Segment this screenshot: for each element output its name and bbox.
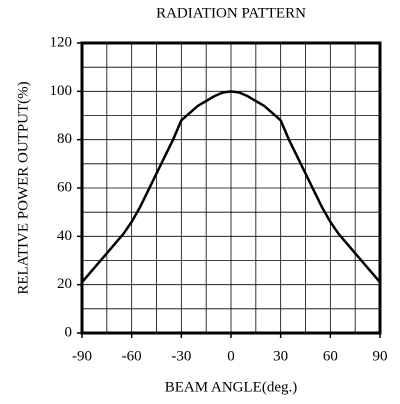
x-tick-label: 90 — [373, 348, 388, 364]
y-tick-label: 0 — [65, 324, 73, 340]
y-tick-label: 60 — [57, 179, 72, 195]
plot-frame — [80, 41, 382, 335]
y-axis-label: RELATIVE POWER OUTPUT(%) — [15, 81, 31, 294]
x-tick-label: 30 — [273, 348, 288, 364]
x-axis-label: BEAM ANGLE(deg.) — [165, 379, 297, 395]
x-tick-label: -30 — [171, 348, 191, 364]
y-tick-label: 20 — [57, 276, 72, 292]
x-tick-label: 0 — [227, 348, 235, 364]
x-tick-label: -60 — [122, 348, 142, 364]
x-tick-label: 60 — [323, 348, 338, 364]
y-tick-label: 80 — [57, 131, 72, 147]
y-tick-label: 120 — [50, 34, 73, 50]
y-tick-label: 40 — [57, 228, 72, 244]
x-tick-label: -90 — [72, 348, 92, 364]
y-tick-label: 100 — [50, 83, 73, 99]
chart-title: RADIATION PATTERN — [156, 5, 306, 21]
series-line — [81, 90, 381, 284]
